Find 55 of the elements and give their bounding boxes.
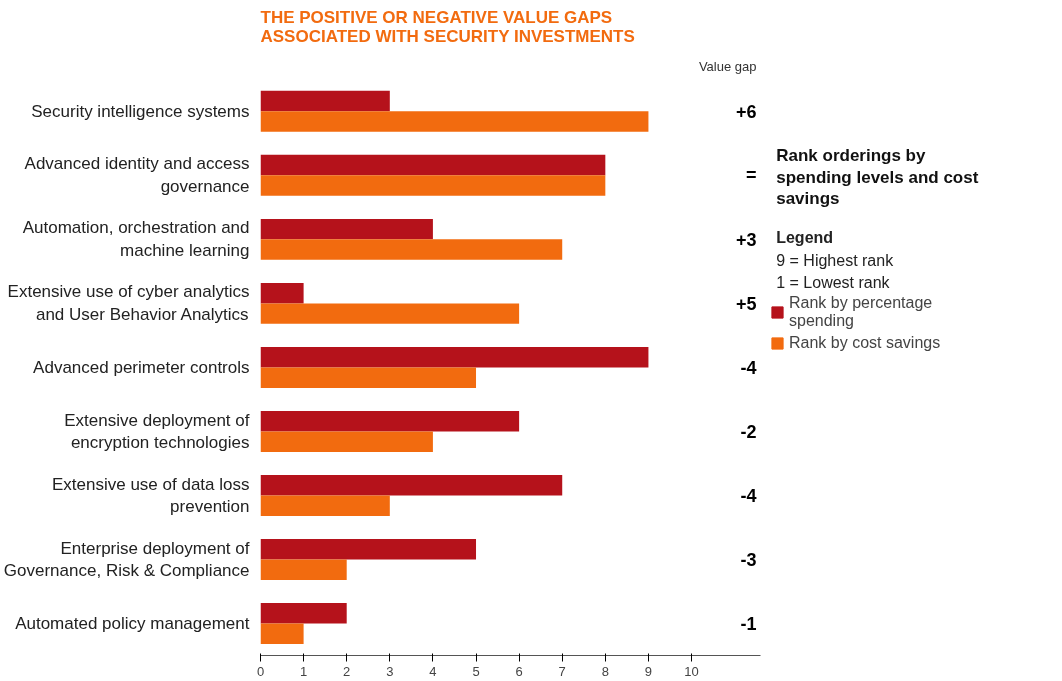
bar	[260, 431, 433, 452]
y-tick-label: Extensive use of data loss prevention	[52, 474, 250, 517]
x-tick-label: 2	[343, 663, 351, 679]
bar	[260, 538, 477, 560]
x-tick-label: 0	[256, 663, 265, 679]
annotation: +6	[735, 101, 757, 122]
bar	[260, 154, 606, 176]
x-tick-label: 5	[472, 663, 480, 679]
y-tick-label: Extensive deployment of encryption technologies	[64, 410, 250, 453]
bar	[260, 175, 606, 196]
x-tick-label: 8	[601, 663, 609, 679]
text: Legend	[776, 229, 834, 247]
bar	[260, 90, 390, 112]
x-tick-label: 3	[386, 663, 394, 679]
bar	[260, 346, 649, 368]
annotation: -3	[740, 549, 757, 570]
y-tick-label: Extensive use of cyber analytics and User Behavior Analytics	[7, 282, 250, 325]
annotation: -4	[740, 485, 757, 506]
bar	[260, 623, 304, 644]
y-tick-label: Advanced perimeter controls	[33, 357, 250, 377]
bar	[260, 239, 563, 260]
bar	[260, 559, 347, 580]
annotation: +3	[735, 229, 757, 250]
bar	[260, 303, 520, 324]
chart-title: THE POSITIVE OR NEGATIVE VALUE GAPS ASSOCIATED WITH SECURITY INVESTMENTS	[260, 7, 635, 46]
x-tick-label: 7	[558, 663, 566, 679]
x-tick-label: 4	[429, 663, 437, 679]
bar	[260, 474, 563, 496]
annotation: -1	[740, 613, 757, 634]
bar	[260, 218, 433, 240]
y-tick-label: Enterprise deployment of Governance, Risk & Compliance	[3, 538, 250, 581]
x-tick-label: 1	[299, 663, 308, 679]
annotation: -2	[740, 421, 757, 442]
x-tick-label: 6	[515, 663, 523, 679]
y-tick-label: Security intelligence systems	[31, 101, 250, 121]
annotation: =	[745, 165, 757, 186]
text: 9 = Highest rank	[776, 251, 895, 269]
bar	[260, 282, 304, 304]
y-tick-label: Automation, orchestration and machine learning	[22, 218, 250, 261]
y-tick-label: Advanced identity and access governance	[24, 154, 250, 197]
y-tick-label: Automated policy management	[15, 613, 250, 633]
text: 1 = Lowest rank	[776, 274, 891, 292]
bar	[260, 495, 390, 516]
x-tick-label: 10	[684, 663, 699, 679]
text: Value gap	[698, 59, 757, 75]
legend-label: Rank by cost savings	[789, 334, 941, 352]
bar	[260, 410, 520, 432]
legend-label: Rank by percentage spending	[789, 294, 933, 330]
annotation: +5	[735, 293, 757, 314]
bar	[260, 111, 649, 132]
legend-title: Rank orderings by spending levels and cost savings	[776, 146, 979, 209]
x-tick-label: 9	[644, 663, 653, 679]
bar	[260, 603, 347, 624]
annotation: -4	[740, 357, 757, 378]
bar	[260, 367, 477, 388]
